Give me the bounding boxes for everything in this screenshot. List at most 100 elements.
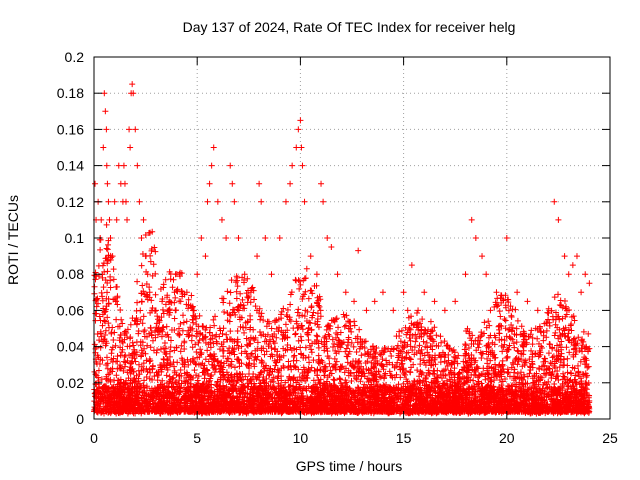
data-point <box>311 367 318 374</box>
data-point <box>227 328 234 335</box>
data-point <box>379 362 386 369</box>
data-point <box>138 262 145 269</box>
data-point <box>286 373 293 380</box>
data-point <box>210 316 217 323</box>
data-point <box>180 312 187 319</box>
data-point <box>114 353 121 360</box>
data-point <box>315 344 322 351</box>
data-point <box>251 363 258 370</box>
data-point <box>503 354 510 361</box>
data-point <box>393 333 400 340</box>
data-point <box>431 367 438 374</box>
data-point <box>240 302 247 309</box>
data-point <box>451 365 458 372</box>
data-point <box>529 335 536 342</box>
data-point <box>308 346 315 353</box>
data-point <box>150 261 157 268</box>
data-point <box>497 313 504 320</box>
data-point <box>102 277 109 284</box>
data-point <box>233 295 240 302</box>
data-point <box>99 297 106 304</box>
data-point <box>207 344 214 351</box>
data-point <box>481 319 488 326</box>
data-point <box>298 337 305 344</box>
data-point <box>540 358 547 365</box>
data-point <box>341 369 348 376</box>
data-point <box>171 315 178 322</box>
data-point <box>103 354 110 361</box>
data-point <box>117 352 124 359</box>
data-point <box>297 281 304 288</box>
data-point <box>197 346 204 353</box>
data-point <box>527 366 534 373</box>
data-point <box>114 358 121 365</box>
data-point <box>272 362 279 369</box>
data-point <box>171 299 178 306</box>
data-point <box>506 334 513 341</box>
data-point <box>140 360 147 367</box>
data-point <box>495 323 502 330</box>
data-point <box>117 306 124 313</box>
data-point <box>437 359 444 366</box>
data-point <box>251 296 258 303</box>
data-point <box>534 335 541 342</box>
data-point <box>419 316 426 323</box>
data-point <box>305 295 312 302</box>
data-point <box>571 317 578 324</box>
data-point <box>105 320 112 327</box>
data-point <box>134 299 141 306</box>
data-point <box>254 339 261 346</box>
data-point <box>124 326 131 333</box>
data-point <box>302 275 309 282</box>
data-point <box>147 369 154 376</box>
data-point <box>563 344 570 351</box>
data-point <box>546 340 553 347</box>
data-point <box>388 352 395 359</box>
data-point <box>560 373 567 380</box>
data-point <box>98 289 105 296</box>
data-point <box>171 369 178 376</box>
data-point <box>290 325 297 332</box>
data-point <box>100 284 107 291</box>
data-point <box>107 284 114 291</box>
data-point <box>127 335 134 342</box>
data-point <box>188 292 195 299</box>
data-point <box>337 363 344 370</box>
data-point <box>139 282 146 289</box>
data-point <box>427 318 434 325</box>
data-point <box>351 322 358 329</box>
data-point <box>248 350 255 357</box>
data-point <box>181 339 188 346</box>
data-point <box>543 327 550 334</box>
data-point <box>95 367 102 374</box>
data-point <box>159 306 166 313</box>
data-point <box>282 321 289 328</box>
data-point <box>292 330 299 337</box>
data-point <box>396 363 403 370</box>
data-point <box>287 318 294 325</box>
data-point <box>195 373 202 380</box>
data-point <box>494 295 501 302</box>
data-point <box>244 299 251 306</box>
data-point <box>386 368 393 375</box>
data-point <box>433 373 440 380</box>
data-point <box>91 283 98 290</box>
data-point <box>414 367 421 374</box>
data-point <box>280 352 287 359</box>
data-point <box>417 361 424 368</box>
data-point <box>315 324 322 331</box>
data-point <box>584 364 591 371</box>
data-point <box>167 348 174 355</box>
data-point <box>243 290 250 297</box>
data-point <box>136 371 143 378</box>
data-point <box>121 353 128 360</box>
chart-title: Day 137 of 2024, Rate Of TEC Index for r… <box>183 19 516 35</box>
data-point <box>97 246 104 253</box>
data-point <box>433 332 440 339</box>
data-point <box>126 343 133 350</box>
data-point <box>376 351 383 358</box>
data-point <box>180 319 187 326</box>
data-point <box>487 357 494 364</box>
data-point <box>177 367 184 374</box>
data-point <box>331 377 338 384</box>
